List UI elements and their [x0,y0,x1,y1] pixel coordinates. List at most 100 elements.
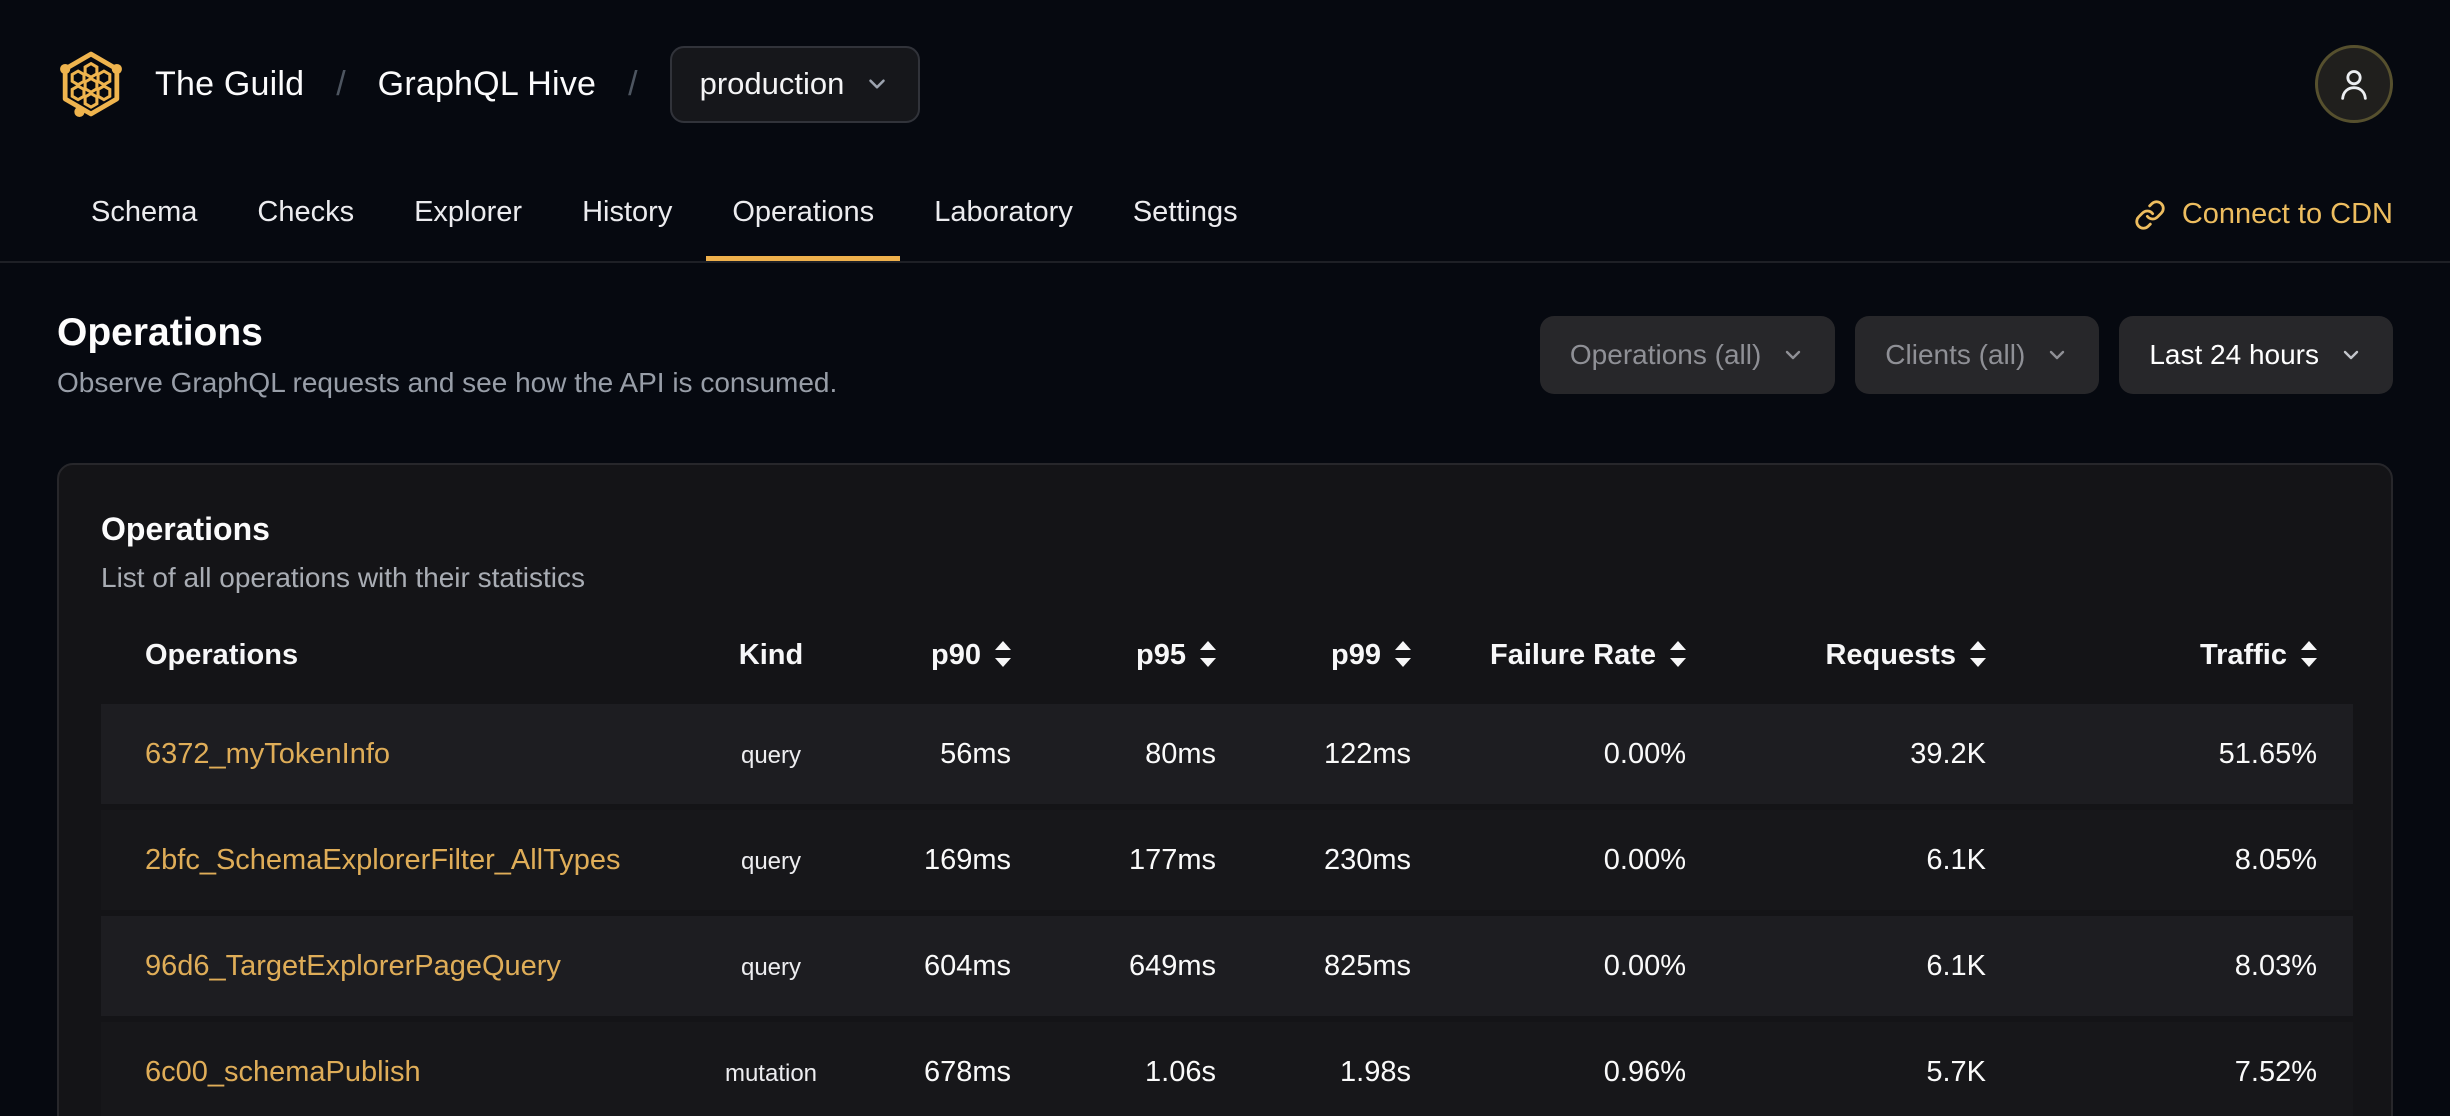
sort-icon [995,640,1011,667]
cell-failure_rate: 0.96% [1603,1055,1686,1088]
cell-p95: 80ms [1145,737,1216,770]
column-label: p99 [1331,638,1381,671]
chevron-down-icon [1781,343,1805,367]
operation-kind: query [740,847,802,875]
cell-p99: 825ms [1323,949,1411,982]
column-label: Operations [145,638,299,671]
cell-failure_rate: 0.00% [1603,843,1686,876]
operations-table: Operations Kind p90 p95 p99 Failure Rate Reque… [101,606,2353,1116]
cell-requests: 6.1K [1926,843,1986,876]
operations-filter-dropdown[interactable]: Operations (all) [1539,316,1836,394]
page-title: Operations [57,311,263,354]
column-header-kind: Kind [651,612,891,698]
chevron-down-icon [2339,343,2363,367]
tab-operations[interactable]: Operations [706,168,901,261]
breadcrumb-separator: / [336,64,346,103]
tab-checks[interactable]: Checks [231,168,380,261]
cell-p95: 1.06s [1145,1055,1216,1088]
cell-traffic: 8.05% [2234,843,2317,876]
page-header: Operations Observe GraphQL requests and … [57,311,2393,399]
tab-label: Schema [91,195,198,228]
target-selector[interactable]: production [669,45,921,123]
operations-table-body: 6372_myTokenInfo query 56ms 80ms 122ms 0.00% 3… [101,704,2353,1116]
tab-explorer[interactable]: Explorer [388,168,548,261]
cell-p99: 1.98s [1340,1055,1411,1088]
link-icon [2134,199,2166,231]
operation-link[interactable]: 96d6_TargetExplorerPageQuery [145,949,561,982]
tab-label: Laboratory [934,195,1073,228]
cell-traffic: 8.03% [2234,949,2317,982]
sort-icon [1200,640,1216,667]
cell-traffic: 51.65% [2218,737,2317,770]
sort-icon [1970,640,1986,667]
chevron-down-icon [864,71,890,97]
tab-label: Settings [1132,195,1238,228]
column-header-traffic[interactable]: Traffic [2022,612,2353,698]
connect-to-cdn-button[interactable]: Connect to CDN [2134,168,2393,261]
cell-p99: 122ms [1323,737,1411,770]
cell-requests: 5.7K [1926,1055,1986,1088]
filters: Operations (all) Clients (all) Last 24 h… [1539,316,2393,394]
column-label: p90 [931,638,981,671]
column-header-p95[interactable]: p95 [1047,612,1252,698]
tab-label: History [582,195,673,228]
column-header-p90[interactable]: p90 [891,612,1047,698]
column-label: p95 [1136,638,1186,671]
breadcrumb-separator: / [628,64,638,103]
tab-schema[interactable]: Schema [65,168,223,261]
cell-traffic: 7.52% [2234,1055,2317,1088]
tab-label: Explorer [414,195,523,228]
column-label: Failure Rate [1490,638,1656,671]
operation-link[interactable]: 6372_myTokenInfo [145,737,391,770]
tab-label: Operations [732,195,875,228]
breadcrumb-project[interactable]: GraphQL Hive [377,64,597,103]
operation-link[interactable]: 2bfc_SchemaExplorerFilter_AllTypes [145,843,621,876]
period-filter-label: Last 24 hours [2149,339,2319,370]
operation-kind: mutation [724,1059,818,1087]
column-header-p99[interactable]: p99 [1252,612,1447,698]
top-header: The Guild / GraphQL Hive / production [0,0,2450,168]
operations-card: Operations List of all operations with t… [57,463,2393,1116]
hive-logo-icon[interactable] [57,50,125,118]
card-title: Operations [101,511,270,547]
cell-p99: 230ms [1323,843,1411,876]
target-selector-value: production [699,66,845,101]
cell-requests: 39.2K [1910,737,1986,770]
person-icon [2334,64,2374,104]
card-subtitle: List of all operations with their statis… [101,562,585,593]
operations-filter-label: Operations (all) [1569,339,1762,370]
nav-tabs: Schema Checks Explorer History Operations Lab… [65,168,1264,261]
table-header-row: Operations Kind p90 p95 p99 Failure Rate Reque… [101,612,2353,698]
operation-kind: query [740,953,802,981]
column-label: Requests [1825,638,1956,671]
tab-label: Checks [257,195,355,228]
cell-requests: 6.1K [1926,949,1986,982]
operation-link[interactable]: 6c00_schemaPublish [145,1055,421,1088]
cell-p90: 169ms [923,843,1011,876]
tab-history[interactable]: History [556,168,698,261]
cell-p95: 177ms [1128,843,1216,876]
column-header-operations: Operations [101,612,651,698]
user-avatar[interactable] [2315,45,2393,123]
chevron-down-icon [2045,343,2069,367]
cell-failure_rate: 0.00% [1603,949,1686,982]
clients-filter-label: Clients (all) [1885,339,2026,370]
column-label: Traffic [2199,638,2287,671]
table-row: 6372_myTokenInfo query 56ms 80ms 122ms 0.00% 3… [101,704,2353,804]
tab-settings[interactable]: Settings [1107,168,1264,261]
tab-laboratory[interactable]: Laboratory [908,168,1099,261]
clients-filter-dropdown[interactable]: Clients (all) [1855,316,2100,394]
sort-icon [2301,640,2317,667]
sort-icon [1395,640,1411,667]
breadcrumb-organization[interactable]: The Guild [155,64,305,103]
cell-p90: 678ms [923,1055,1011,1088]
cell-failure_rate: 0.00% [1603,737,1686,770]
target-nav: Schema Checks Explorer History Operations Lab… [0,168,2450,263]
period-filter-dropdown[interactable]: Last 24 hours [2119,316,2393,394]
page-subtitle: Observe GraphQL requests and see how the… [57,367,838,398]
cell-p90: 604ms [923,949,1011,982]
sort-icon [1670,640,1686,667]
column-header-requests[interactable]: Requests [1722,612,2022,698]
column-header-failure-rate[interactable]: Failure Rate [1447,612,1722,698]
table-row: 6c00_schemaPublish mutation 678ms 1.06s 1.98… [101,1022,2353,1116]
